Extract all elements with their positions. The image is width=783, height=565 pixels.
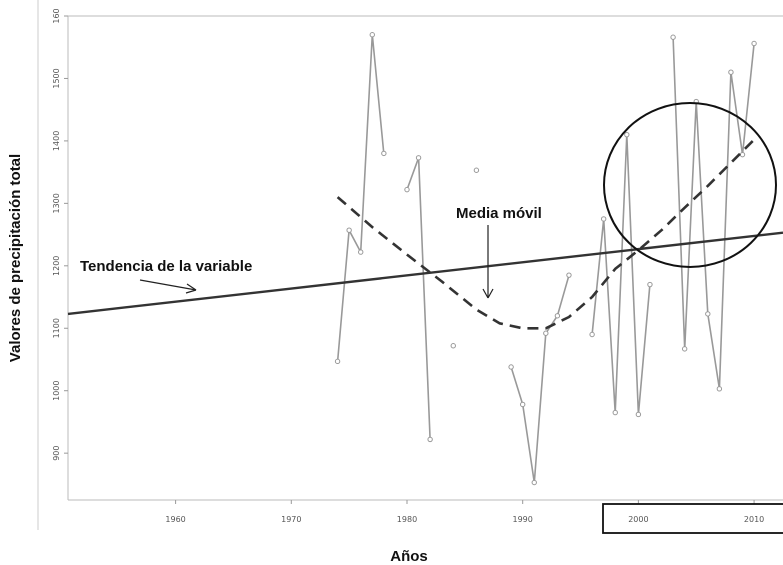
data-point <box>381 150 387 157</box>
y-tick-label: 1200 <box>52 256 61 276</box>
data-point <box>369 32 375 38</box>
x-tick-label: 1980 <box>397 515 417 524</box>
y-tick-label: 1300 <box>52 193 61 213</box>
x-tick-label: 1970 <box>281 515 301 524</box>
x-tick-label: 1990 <box>513 515 533 524</box>
data-point <box>647 281 653 288</box>
highlight-circle <box>603 102 777 268</box>
x-tick-label: 2000 <box>628 515 648 524</box>
x-axis-label: Años <box>390 548 428 565</box>
data-point <box>334 358 341 365</box>
data-point <box>554 313 561 319</box>
y-axis-label: Valores de precipitación total <box>7 154 24 362</box>
data-point <box>566 272 572 278</box>
annotation-trend-arrow <box>139 279 197 291</box>
data-point <box>612 409 618 416</box>
data-point <box>358 249 364 255</box>
data-point <box>751 40 757 47</box>
data-point <box>473 167 480 173</box>
data-point <box>415 155 422 161</box>
data-line-segment <box>336 34 385 362</box>
y-axis-ticks: 900 1000 1100 1200 1300 1400 1500 160 <box>52 8 68 461</box>
data-line-segment <box>406 157 431 440</box>
data-point <box>716 386 723 392</box>
x-tick-label: 1960 <box>165 515 185 524</box>
x-tick-label: 2010 <box>744 515 764 524</box>
data-point <box>600 216 607 222</box>
x-axis-ticks: 1960 1970 1980 1990 2000 2010 <box>165 500 764 524</box>
highlight-box <box>602 503 783 534</box>
data-point <box>508 364 514 370</box>
moving-average-line <box>336 138 756 330</box>
data-line-segment <box>672 37 755 389</box>
data-point <box>635 411 642 418</box>
data-point <box>404 186 410 193</box>
y-tick-label: 1500 <box>52 68 61 88</box>
y-tick-label: 1000 <box>52 381 61 401</box>
data-point <box>450 343 456 349</box>
precipitation-data-series <box>334 32 757 486</box>
y-tick-label: 1400 <box>52 131 61 151</box>
data-point <box>681 346 688 352</box>
data-line-segment <box>510 274 570 483</box>
data-point <box>531 479 537 486</box>
moving-average-series <box>336 138 756 330</box>
annotation-trend-arrowhead <box>185 283 197 294</box>
annotation-ma-arrowhead <box>482 288 494 299</box>
data-point <box>519 401 526 408</box>
data-point <box>427 436 433 443</box>
data-point <box>728 69 734 75</box>
data-line-segment <box>591 134 651 415</box>
annotation-trend-label: Tendencia de la variable <box>80 258 252 275</box>
data-point <box>346 227 352 233</box>
trend-line-series <box>67 231 783 316</box>
data-point <box>543 330 549 336</box>
data-point <box>624 131 630 138</box>
y-tick-label: 160 <box>52 8 61 23</box>
trend-line <box>67 231 783 316</box>
y-tick-label: 900 <box>52 446 61 461</box>
data-point <box>589 331 595 338</box>
y-tick-label: 1100 <box>52 318 61 338</box>
annotation-ma-label: Media móvil <box>456 205 542 222</box>
data-point <box>739 151 746 158</box>
data-point <box>670 34 676 40</box>
data-point <box>705 311 711 317</box>
